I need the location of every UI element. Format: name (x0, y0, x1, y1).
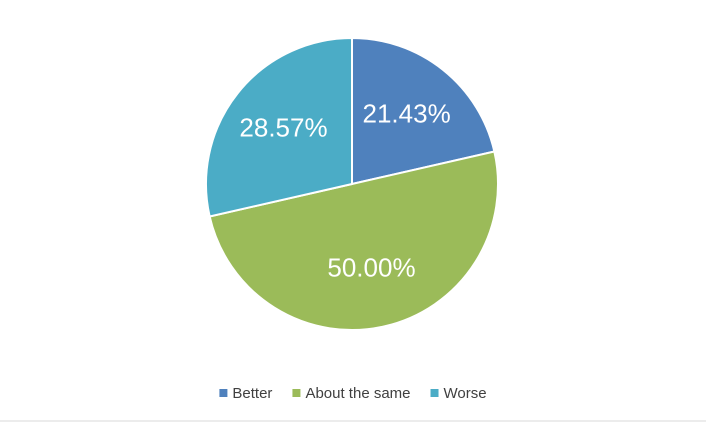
legend: Better About the same Worse (219, 385, 487, 402)
legend-swatch (430, 389, 439, 397)
legend-swatch (292, 389, 301, 397)
legend-label: Worse (444, 385, 487, 402)
pie-slice (351, 36, 496, 186)
pie-slice (208, 150, 499, 331)
legend-swatch (219, 389, 228, 397)
pie-slice (205, 36, 353, 218)
data-label: 21.43% (363, 98, 451, 128)
legend-label: Better (232, 385, 272, 402)
legend-label: About the same (305, 385, 410, 402)
data-label: 28.57% (239, 112, 327, 142)
data-label: 50.00% (327, 252, 415, 282)
